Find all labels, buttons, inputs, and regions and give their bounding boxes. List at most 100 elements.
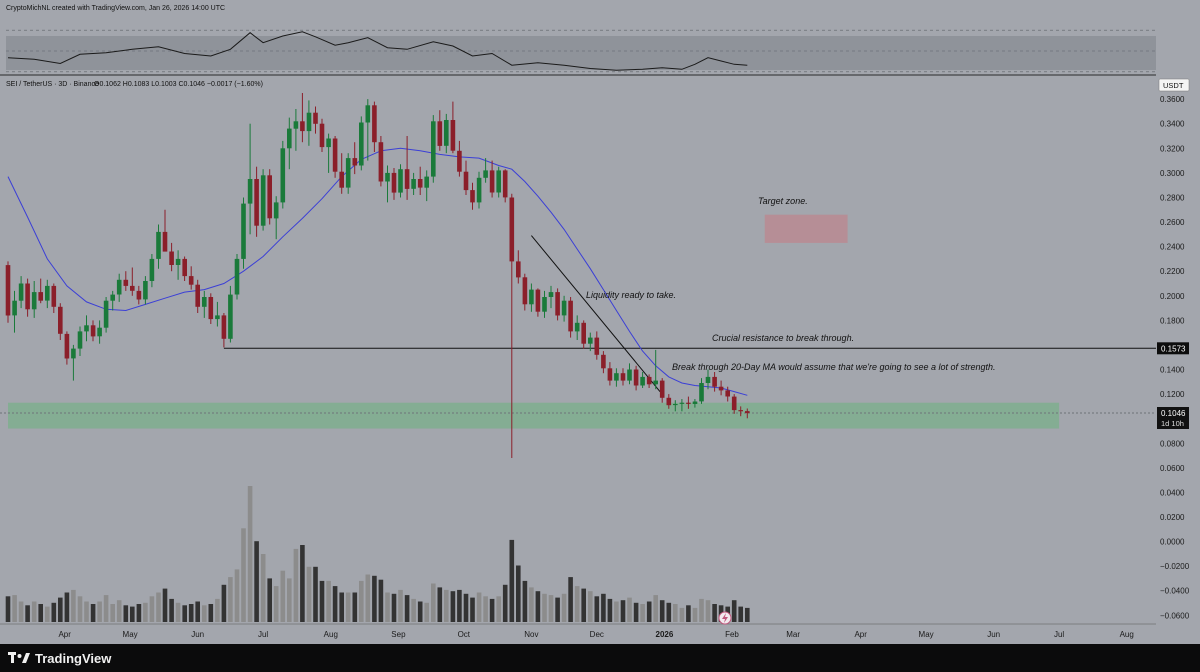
candle [156, 224, 161, 269]
candle-body [646, 376, 652, 385]
candle [208, 293, 214, 324]
candle-body [188, 276, 194, 285]
candle [686, 396, 691, 409]
candle [522, 273, 528, 311]
candle [483, 158, 488, 183]
current-price-label: 0.1046 1d 10h [1157, 407, 1189, 429]
volume-bar [130, 606, 135, 622]
candle [103, 297, 109, 333]
month-label: Jul [258, 630, 268, 639]
candle-body [653, 380, 658, 385]
candle [280, 140, 286, 209]
candle [97, 320, 102, 344]
volume-bar [221, 584, 227, 622]
volume-bar [705, 600, 711, 622]
candle [574, 315, 580, 340]
candle-body [116, 279, 122, 295]
candle-body [633, 369, 639, 386]
candle-body [659, 380, 665, 398]
liquidity-label: Liquidity ready to take. [586, 290, 676, 300]
candle [398, 164, 403, 198]
candle [712, 372, 717, 392]
candle-body [614, 373, 619, 381]
volume-bar [208, 604, 214, 622]
volume-bar [254, 541, 259, 622]
candle-body [502, 170, 508, 198]
candle-body [725, 390, 730, 397]
candle-body [162, 231, 168, 252]
resistance-price-label: 0.1573 [1157, 342, 1189, 355]
candle-body [260, 175, 266, 226]
candle-body [417, 179, 423, 188]
price-axis: 0.3600 0.3400 0.3200 0.3000 0.2800 0.2600 0.24… [1160, 95, 1190, 620]
month-label: Apr [58, 630, 71, 639]
candle [64, 331, 70, 365]
volume-bar [123, 605, 129, 622]
candle-body [686, 402, 691, 404]
price-tick-label: 0.2000 [1160, 292, 1185, 301]
candle-body [156, 231, 161, 259]
candle [162, 209, 168, 252]
month-label: Aug [1120, 630, 1134, 639]
candle-body [234, 258, 240, 295]
volume-bar [45, 606, 50, 622]
candle-body [476, 177, 482, 203]
candle [601, 351, 606, 374]
candle-body [345, 158, 351, 188]
candle [38, 278, 43, 304]
volume-bar [712, 604, 717, 622]
candle-body [431, 121, 436, 177]
volume-bar [352, 592, 358, 622]
candle-body [594, 337, 600, 355]
candle-body [574, 322, 580, 332]
lightning-icon[interactable] [718, 611, 732, 625]
candle-body [359, 122, 364, 166]
currency-badge[interactable]: USDT [1158, 78, 1190, 92]
candle-body [84, 325, 89, 332]
candle [555, 288, 560, 321]
candle-body [529, 289, 534, 305]
candle-body [58, 306, 63, 334]
candle-body [509, 197, 515, 262]
candle [260, 169, 266, 231]
candle [699, 378, 704, 404]
month-label: Sep [391, 630, 406, 639]
candle [548, 285, 554, 309]
volume-bar [614, 601, 619, 622]
volume-bar [646, 601, 652, 622]
candle [633, 365, 639, 391]
candle-body [254, 179, 259, 226]
candle-body [450, 120, 456, 151]
candle-body [25, 283, 30, 310]
candle-body [568, 300, 573, 332]
target-zone-label: Target zone. [758, 196, 808, 206]
volume-bar [640, 604, 645, 622]
candle [502, 169, 508, 203]
volume-bar [326, 580, 331, 622]
candle [241, 197, 246, 269]
volume-bar [339, 592, 344, 622]
candle [45, 279, 50, 309]
candle-body [437, 121, 443, 146]
candle [116, 273, 122, 302]
month-label: May [123, 630, 138, 639]
volume-bar [5, 596, 11, 622]
candle [404, 136, 410, 200]
candle-body [143, 281, 148, 300]
candle-body [516, 261, 521, 278]
month-label: Dec [590, 630, 604, 639]
candle [745, 408, 750, 419]
candle-body [326, 138, 331, 148]
candles [5, 93, 750, 458]
volume-bar [345, 592, 351, 622]
candle-body [444, 120, 449, 146]
volume-bar [574, 586, 580, 622]
candle [300, 93, 305, 143]
volume-bar [489, 598, 495, 622]
candle [25, 278, 30, 317]
ohlc-line: O0.1062 H0.1083 L0.1003 C0.1046 −0.0017 … [94, 81, 263, 88]
volume-bar [692, 607, 698, 622]
volume-bar [522, 580, 528, 622]
candle-body [319, 123, 325, 148]
volume-bar [476, 592, 482, 622]
